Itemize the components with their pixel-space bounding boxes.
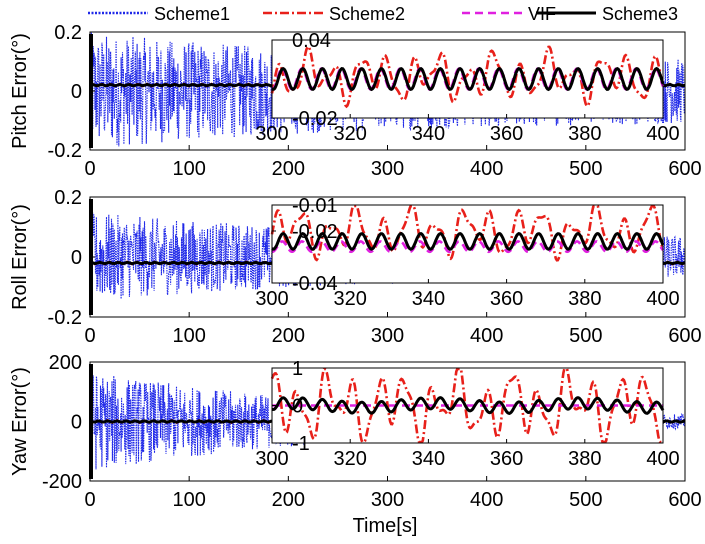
inset-x-tick-label: 360 [490,288,523,310]
inset-series-scheme2 [270,204,665,262]
y-tick-label: 0.2 [54,22,82,44]
x-tick-label: 200 [272,158,305,180]
x-tick-label: 300 [371,325,404,347]
x-tick-label: 600 [668,325,701,347]
x-tick-label: 200 [272,489,305,511]
x-tick-label: 400 [470,489,503,511]
inset-x-tick-label: 320 [334,448,367,470]
inset-x-tick-label: 300 [255,288,288,310]
inset-series-scheme3 [271,66,665,92]
inset-x-tick-label: 300 [255,123,288,145]
inset-y-tick-label: 0 [292,396,303,418]
inset-3: 300 320 340 360 380 400 1 0 -1 [255,358,679,470]
legend-label: Scheme1 [154,4,230,24]
y-tick-label: 0 [71,247,82,269]
inset-y-tick-label: -0.01 [292,195,338,217]
x-tick-label: 100 [172,158,205,180]
x-tick-label: 600 [668,489,701,511]
x-tick-label: 100 [172,489,205,511]
inset-x-tick-label: 340 [412,288,445,310]
legend-entry-scheme2: Scheme2 [263,4,405,24]
inset-y-tick-label: 1 [292,358,303,380]
inset-1: 300 320 340 360 380 400 -0.02 0.04 [255,30,679,145]
inset-series-scheme3 [271,231,665,251]
y-tick-label: 0 [71,81,82,103]
x-tick-label: 300 [371,158,404,180]
inset-series-scheme3 [271,396,665,415]
inset-y-tick-label: -0.02 [292,221,338,243]
legend-entry-scheme1: Scheme1 [88,4,230,24]
x-axis-label: Time[s] [353,515,418,537]
x-tick-label: 400 [470,158,503,180]
x-tick-label: 500 [569,325,602,347]
x-tick-label: 100 [172,325,205,347]
x-tick-label: 200 [272,325,305,347]
legend-label: Scheme3 [602,4,678,24]
y-axis-label: Yaw Error(°) [9,367,31,476]
y-tick-label: 0.2 [54,187,82,209]
y-tick-label: 200 [49,352,82,374]
y-axis-label: Roll Error(°) [9,204,31,310]
y-tick-label: -200 [42,471,82,493]
legend-label: Scheme2 [329,4,405,24]
inset-x-tick-label: 360 [490,123,523,145]
inset-x-tick-label: 360 [490,448,523,470]
x-tick-label: 500 [569,158,602,180]
x-tick-label: 300 [371,489,404,511]
inset-2: 300 320 340 360 380 400 -0.01 -0.02 -0.04 [255,195,679,310]
inset-y-tick-label: -1 [292,433,310,455]
inset-x-tick-label: 380 [568,288,601,310]
inset-x-tick-label: 300 [255,448,288,470]
inset-y-tick-label: -0.04 [292,273,338,295]
inset-x-tick-label: 380 [568,123,601,145]
x-tick-label: 0 [84,325,95,347]
x-tick-label: 0 [84,158,95,180]
inset-x-tick-label: 320 [334,123,367,145]
inset-frame [271,204,664,284]
inset-y-tick-label: -0.02 [292,108,338,130]
x-tick-label: 400 [470,325,503,347]
y-axis-label: Pitch Error(°) [9,33,31,149]
inset-x-tick-label: 400 [646,288,679,310]
y-tick-label: -0.2 [48,140,82,162]
inset-x-tick-label: 380 [568,448,601,470]
inset-series-scheme2 [270,44,665,109]
legend: Scheme1Scheme2VIFScheme3 [88,4,678,24]
inset-x-tick-label: 320 [334,288,367,310]
inset-x-tick-label: 340 [412,448,445,470]
x-tick-label: 600 [668,158,701,180]
x-tick-label: 0 [84,489,95,511]
inset-x-tick-label: 400 [646,123,679,145]
x-tick-label: 500 [569,489,602,511]
inset-y-tick-label: 0.04 [292,30,331,52]
inset-x-tick-label: 400 [646,448,679,470]
y-tick-label: -0.2 [48,307,82,329]
inset-x-tick-label: 340 [412,123,445,145]
y-tick-label: 0 [71,412,82,434]
inset-frame [271,39,664,119]
legend-entry-scheme3: Scheme3 [536,4,678,24]
